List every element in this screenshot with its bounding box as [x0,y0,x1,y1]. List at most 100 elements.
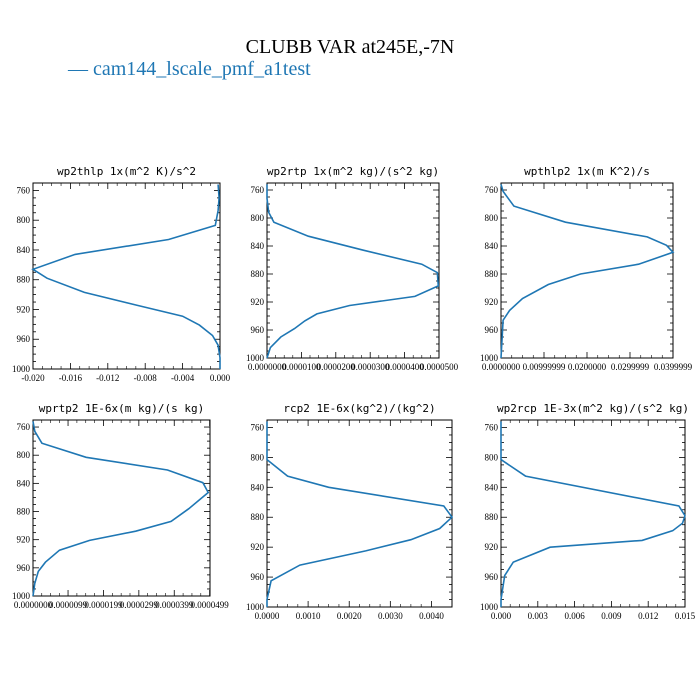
x-tick-label: 0.0200000 [568,362,607,372]
x-tick-label: 0.0000400 [385,362,424,372]
y-tick-label: 960 [17,563,31,573]
y-tick-label: 920 [485,542,499,552]
y-tick-label: 840 [251,241,265,251]
y-tick-label: 800 [485,213,499,223]
subplot-title: wp2rtp 1x(m^2 kg)/(s^2 kg) [267,165,439,178]
y-tick-label: 960 [17,334,31,344]
y-tick-label: 960 [485,572,499,582]
x-tick-label: 0.012 [638,611,658,621]
y-tick-label: 800 [17,215,31,225]
plot-frame [266,419,453,608]
x-tick-label: 0.0399999 [654,362,693,372]
y-tick-label: 760 [17,185,31,195]
x-tick-label: 0.0000099 [49,600,88,610]
subplot-2: wp2rtp 1x(m^2 kg)/(s^2 kg)760 800 840 880 92… [246,165,459,372]
y-tick-label: 880 [17,275,31,285]
y-tick-label: 840 [485,241,499,251]
y-tick-label: 920 [251,297,265,307]
y-tick-label: 800 [17,450,31,460]
subplot-title: wprtp2 1E-6x(m kg)/(s kg) [39,402,205,415]
y-tick-label: 1000 [12,591,31,601]
x-tick-label: 0.0299999 [611,362,650,372]
x-tick-label: 0.0000000 [482,362,521,372]
y-tick-label: 880 [17,507,31,517]
plot-frame [32,419,211,597]
y-tick-label: 920 [17,304,31,314]
x-tick-label: 0.0000000 [14,600,53,610]
y-tick-label: 1000 [246,353,265,363]
x-tick-label: -0.008 [134,373,158,383]
y-tick-label: 960 [251,572,265,582]
y-tick-label: 1000 [246,602,265,612]
series-line [266,184,440,359]
y-tick-label: 960 [251,325,265,335]
x-tick-label: 0.009 [601,611,622,621]
y-tick-label: 880 [485,269,499,279]
x-tick-label: 0.0020 [337,611,362,621]
x-tick-label: 0.0000 [255,611,280,621]
y-tick-label: 920 [17,535,31,545]
subplot-6: wp2rcp 1E-3x(m^2 kg)/(s^2 kg) 760 800 840 88… [480,402,696,621]
x-tick-label: 0.000 [491,611,512,621]
x-tick-label: 0.0000199 [84,600,123,610]
legend-entry: — cam144_lscale_pmf_a1test [68,58,311,80]
subplot-title: wp2thlp 1x(m^2 K)/s^2 [57,165,196,178]
y-tick-label: 920 [485,297,499,307]
x-tick-label: 0.003 [528,611,549,621]
plot-frame [266,182,440,359]
series-line [32,421,210,597]
subplot-4: wprtp2 1E-6x(m kg)/(s kg) 760 800 840 880 920… [12,402,229,610]
y-tick-label: 880 [251,269,265,279]
x-tick-label: 0.0000299 [120,600,159,610]
subplot-1: wp2thlp 1x(m^2 K)/s^2 760 800 840 880 920 960 1… [12,165,231,383]
x-tick-label: 0.0030 [378,611,403,621]
x-tick-label: 0.00999999 [523,362,566,372]
y-tick-label: 800 [251,452,265,462]
chart-title: CLUBB VAR at245E,-7N [245,36,455,58]
series-line [500,184,675,359]
subplot-5: rcp2 1E-6x(kg^2)/(kg^2) 760 800 840 880 920 96… [246,402,454,621]
y-tick-label: 760 [251,422,265,432]
y-tick-label: 840 [17,478,31,488]
y-tick-label: 840 [251,482,265,492]
series-line [266,421,454,607]
y-tick-label: 760 [485,185,499,195]
y-tick-label: 1000 [12,364,31,374]
y-tick-label: 960 [485,325,499,335]
y-tick-label: 760 [485,422,499,432]
series-line [31,184,221,369]
plot-frame [32,182,221,370]
y-tick-label: 880 [251,512,265,522]
y-tick-label: 800 [485,452,499,462]
x-tick-label: 0.0000500 [420,362,459,372]
y-tick-label: 1000 [480,353,499,363]
subplot-title: rcp2 1E-6x(kg^2)/(kg^2) [283,402,435,415]
x-tick-label: 0.0000399 [155,600,194,610]
x-tick-label: -0.012 [96,373,119,383]
x-tick-label: 0.0000499 [191,600,230,610]
subplot-title: wp2rcp 1E-3x(m^2 kg)/(s^2 kg) [497,402,689,415]
subplot-3: wpthlp2 1x(m K^2)/s 760 800 840 880 920 960 100… [480,165,693,372]
x-tick-label: 0.0000000 [248,362,287,372]
subplot-title: wpthlp2 1x(m K^2)/s [524,165,650,178]
x-tick-label: -0.004 [171,373,195,383]
x-tick-label: 0.015 [675,611,696,621]
x-tick-label: 0.0000200 [317,362,356,372]
x-tick-label: 0.0040 [419,611,444,621]
x-tick-label: -0.016 [59,373,83,383]
y-tick-label: 880 [485,512,499,522]
x-tick-label: -0.020 [21,373,45,383]
x-tick-label: 0.0000100 [282,362,321,372]
x-tick-label: 0.006 [564,611,585,621]
x-tick-label: 0.000 [210,373,231,383]
y-tick-label: 760 [251,185,265,195]
y-tick-label: 1000 [480,602,499,612]
x-tick-label: 0.0000300 [351,362,390,372]
plot-frame [500,182,674,359]
y-tick-label: 800 [251,213,265,223]
y-tick-label: 840 [485,482,499,492]
plot-frame [500,419,686,608]
y-tick-label: 840 [17,245,31,255]
y-tick-label: 920 [251,542,265,552]
